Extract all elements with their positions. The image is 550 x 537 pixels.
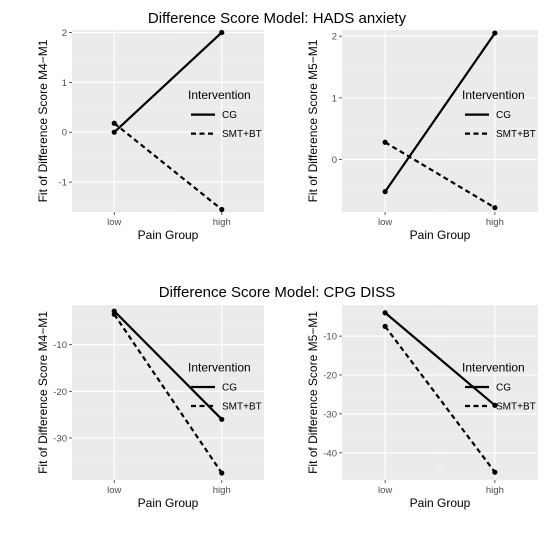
series-line-smt-bt-hads-m4 <box>113 122 223 211</box>
series-line-smt-bt-cpg-m4 <box>113 313 223 474</box>
y-tick-label-cpg-m5: -20 <box>323 371 337 382</box>
data-point-cg-cpg-m4 <box>219 416 225 422</box>
x-tick-label-cpg-m4: low <box>107 485 121 496</box>
data-point-smt-bt-hads-m5 <box>382 139 388 145</box>
x-axis-label-cpg-m4: Pain Group <box>138 496 199 510</box>
x-axis-label-cpg-m5: Pain Group <box>410 496 471 510</box>
x-axis-label-hads-m5: Pain Group <box>410 228 471 242</box>
y-tick-label-cpg-m5: -30 <box>323 409 337 420</box>
chart-panel-hads-m4: -1 0 1 2 low high Pain Group Fit of Difference … <box>36 28 264 242</box>
series-line-smt-bt-cpg-m5 <box>384 325 496 473</box>
chart-panel-hads-m5: 0 1 2 low high Pain Group Fit of Difference Sc… <box>306 30 538 242</box>
y-tick-label-cpg-m5: -40 <box>323 448 337 459</box>
legend-label-smt-bt-cpg-m5: SMT+BT <box>496 402 536 413</box>
legend-label-cg-hads-m5: CG <box>496 110 511 121</box>
y-axis-label-hads-m5: Fit of Difference Score M5−M1 <box>306 39 320 202</box>
x-axis-label-hads-m4: Pain Group <box>138 228 199 242</box>
data-point-smt-bt-cpg-m4 <box>219 470 225 476</box>
y-axis-label-cpg-m4: Fit of Difference Score M4−M1 <box>36 311 50 474</box>
legend-title-hads-m5: Intervention <box>462 88 525 102</box>
data-point-cg-hads-m4 <box>111 129 117 135</box>
legend-title-cpg-m5: Intervention <box>462 361 525 375</box>
data-point-cg-hads-m4 <box>219 29 225 36</box>
series-line-cg-hads-m5 <box>384 32 496 193</box>
data-point-smt-bt-cpg-m5 <box>382 323 388 329</box>
data-point-cg-cpg-m5 <box>382 310 388 316</box>
section-title-hads: Difference Score Model: HADS anxiety <box>148 10 407 27</box>
y-tick-label-hads-m5: 2 <box>332 32 337 43</box>
x-tick-label-cpg-m5: low <box>378 485 392 496</box>
chart-panel-cpg-m4: -10 -20 -30 low high Pain Group Fit of Differe… <box>36 305 264 510</box>
data-point-smt-bt-hads-m5 <box>492 205 498 211</box>
legend-title-hads-m4: Intervention <box>188 88 251 102</box>
y-tick-label-hads-m5: 0 <box>332 155 337 166</box>
x-tick-label-hads-m4: low <box>107 217 121 228</box>
y-axis-label-hads-m4: Fit of Difference Score M4−M1 <box>36 39 50 202</box>
data-point-smt-bt-cpg-m4 <box>111 311 117 317</box>
data-point-smt-bt-hads-m4 <box>111 120 117 126</box>
series-line-cg-hads-m4 <box>113 31 223 134</box>
data-point-cg-hads-m5 <box>382 189 388 195</box>
y-tick-label-hads-m5: 1 <box>332 93 337 104</box>
legend-label-cg-hads-m4: CG <box>222 110 237 121</box>
y-tick-label-cpg-m5: -10 <box>323 332 337 343</box>
y-tick-label-cpg-m4: -20 <box>53 387 67 398</box>
section-title-cpg: Difference Score Model: CPG DISS <box>159 284 395 301</box>
x-tick-label-hads-m5: high <box>486 217 504 228</box>
y-tick-label-hads-m4: -1 <box>59 178 67 189</box>
y-tick-label-cpg-m4: -30 <box>53 434 67 445</box>
x-tick-label-cpg-m4: high <box>213 485 231 496</box>
data-point-cg-hads-m5 <box>492 30 498 36</box>
x-tick-label-hads-m4: high <box>213 217 231 228</box>
y-tick-label-hads-m4: 0 <box>62 128 67 139</box>
data-point-cg-cpg-m5 <box>492 402 498 408</box>
legend-label-smt-bt-hads-m4: SMT+BT <box>222 129 262 140</box>
chart-panel-cpg-m5: -10 -20 -30 -40 low high Pain Group Fit of Diff… <box>306 305 538 510</box>
legend-label-cg-cpg-m5: CG <box>496 383 511 394</box>
legend-title-cpg-m4: Intervention <box>188 361 251 375</box>
x-tick-label-hads-m5: low <box>378 217 392 228</box>
data-point-smt-bt-cpg-m5 <box>492 469 498 475</box>
legend-label-cg-cpg-m4: CG <box>222 383 237 394</box>
series-line-cg-cpg-m5 <box>384 311 496 407</box>
y-tick-label-hads-m4: 2 <box>62 28 67 39</box>
legend-label-smt-bt-cpg-m4: SMT+BT <box>222 402 262 413</box>
data-point-smt-bt-hads-m4 <box>219 206 225 213</box>
y-tick-label-cpg-m4: -10 <box>53 340 67 351</box>
y-axis-label-cpg-m5: Fit of Difference Score M5−M1 <box>306 311 320 474</box>
y-tick-label-hads-m4: 1 <box>62 78 67 89</box>
x-tick-label-cpg-m5: high <box>486 485 504 496</box>
legend-label-smt-bt-hads-m5: SMT+BT <box>496 129 536 140</box>
series-line-smt-bt-hads-m5 <box>384 141 496 209</box>
series-line-cg-cpg-m4 <box>113 310 223 421</box>
